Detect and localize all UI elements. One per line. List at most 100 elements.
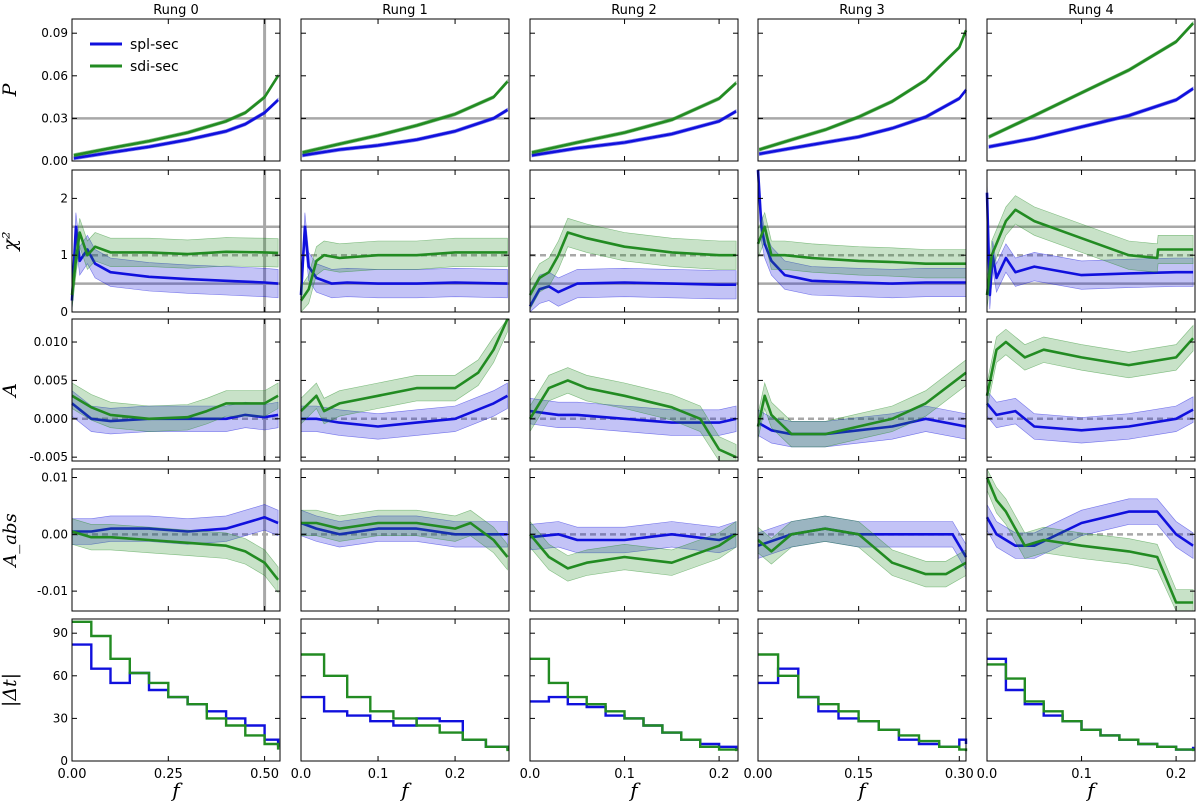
x-tick-label: 0.1 [1071, 767, 1092, 782]
panel-frame [529, 468, 739, 612]
panel-r4-c0 [71, 618, 281, 762]
panel-r0-c0 [71, 18, 281, 162]
panel-frame [529, 318, 739, 462]
panel-r1-c4 [985, 169, 1196, 313]
panel-frame [757, 169, 967, 313]
panel-r4-c1 [300, 618, 510, 762]
y-axis-label-text: |Δt| [0, 673, 21, 707]
y-tick-label: 0.01 [41, 471, 68, 485]
series-band-spl-sec [986, 178, 1194, 310]
y-tick-label: 0.06 [41, 69, 68, 83]
y-tick-label: 0.00 [41, 154, 68, 168]
series-line-spl-sec [756, 169, 966, 285]
y-tick-label: 1 [60, 248, 68, 262]
column-title: Rung 4 [1068, 3, 1114, 18]
series-line-sdi-sec [756, 225, 966, 265]
column-title: Rung 2 [611, 3, 657, 18]
series-band-sdi-sec [529, 217, 737, 311]
y-axis-label-text: χ² [0, 231, 21, 252]
x-axis-label: f [1085, 778, 1098, 802]
x-tick-label: 0.50 [250, 767, 279, 782]
series-line-sdi-sec [758, 29, 968, 151]
legend: spl-sec sdi-sec [90, 37, 179, 75]
panel-frame [529, 169, 739, 313]
series-step-spl-sec [758, 667, 968, 748]
series-band-sdi-sec [757, 359, 967, 448]
series-line-spl-sec [985, 510, 1194, 547]
panel-r3-c2 [529, 468, 739, 612]
series-line-sdi-sec [301, 521, 509, 558]
panel-frame [757, 618, 967, 762]
panel-frame [300, 169, 510, 313]
series-band-spl-sec [529, 267, 737, 313]
panel-r2-c4 [985, 318, 1196, 462]
series-line-spl-sec [72, 516, 279, 533]
panel-frame [300, 318, 510, 462]
panel-r2-c0 [71, 318, 281, 462]
series-line-sdi-sec [985, 337, 1195, 397]
x-axis-label: f [399, 778, 412, 802]
legend-label: spl-sec [130, 37, 179, 53]
series-band-sdi-sec [300, 509, 508, 571]
series-step-sdi-sec [301, 653, 509, 752]
series-line-sdi-sec [528, 379, 737, 459]
panel-r2-c1 [300, 318, 510, 462]
y-tick-label: 0.010 [34, 335, 68, 349]
series-line-spl-sec [73, 98, 279, 160]
series-step-spl-sec [530, 695, 738, 750]
series-band-sdi-sec [757, 211, 967, 279]
panel-r4-c4 [986, 618, 1196, 762]
panel-r2-c2 [528, 318, 739, 462]
panel-frame [986, 169, 1196, 313]
panel-frame [757, 318, 967, 462]
series-line-spl-sec [531, 110, 737, 157]
x-tick-label: 0.2 [445, 767, 466, 782]
column-title: Rung 3 [839, 3, 885, 18]
series-band-sdi-sec [71, 218, 279, 310]
series-band-sdi-sec [986, 468, 1194, 612]
series-line-sdi-sec [71, 530, 280, 581]
y-tick-label: -0.005 [29, 450, 68, 464]
y-tick-label: -0.01 [37, 584, 68, 598]
panel-frame [986, 618, 1196, 762]
panel-frame [300, 618, 510, 762]
panel-r0-c1 [300, 18, 510, 162]
column-title: Rung 1 [382, 3, 428, 18]
series-band-spl-sec [71, 504, 279, 545]
series-line-spl-sec [985, 402, 1194, 432]
panel-r3-c1 [300, 468, 510, 612]
panel-frame [71, 468, 281, 612]
series-band-sdi-sec [986, 324, 1194, 409]
series-line-sdi-sec [757, 527, 967, 576]
y-tick-label: 0.09 [41, 26, 68, 40]
panel-r1-c3 [756, 169, 967, 313]
series-band-spl-sec [71, 212, 279, 313]
series-line-spl-sec [302, 108, 509, 157]
panel-r4-c3 [757, 618, 968, 762]
panel-frame [71, 18, 281, 162]
x-tick-label: 0.25 [154, 767, 183, 782]
legend-label: sdi-sec [130, 59, 179, 75]
series-band-sdi-sec [529, 520, 737, 582]
y-tick-label: 0 [60, 305, 68, 319]
series-step-sdi-sec [530, 657, 738, 752]
series-step-spl-sec [72, 643, 280, 747]
y-tick-label: 0.00 [41, 527, 68, 541]
panel-r1-c0 [70, 169, 281, 313]
series-step-spl-sec [987, 657, 1195, 751]
series-line-sdi-sec [531, 81, 737, 154]
series-line-sdi-sec [529, 533, 737, 570]
panel-r1-c1 [299, 169, 510, 313]
y-tick-label: 2 [60, 191, 68, 205]
y-tick-label: 0.03 [41, 111, 68, 125]
y-axis-label-text: A_abs [0, 513, 21, 569]
series-line-sdi-sec [985, 476, 1194, 604]
y-tick-label: 90 [53, 626, 68, 640]
series-band-sdi-sec [759, 28, 967, 152]
panel-r4-c2 [529, 618, 739, 762]
x-axis-label: f [628, 778, 641, 802]
panel-r2-c3 [756, 318, 967, 462]
series-line-spl-sec [759, 89, 968, 156]
series-line-spl-sec [299, 225, 508, 296]
series-line-spl-sec [988, 87, 1194, 149]
